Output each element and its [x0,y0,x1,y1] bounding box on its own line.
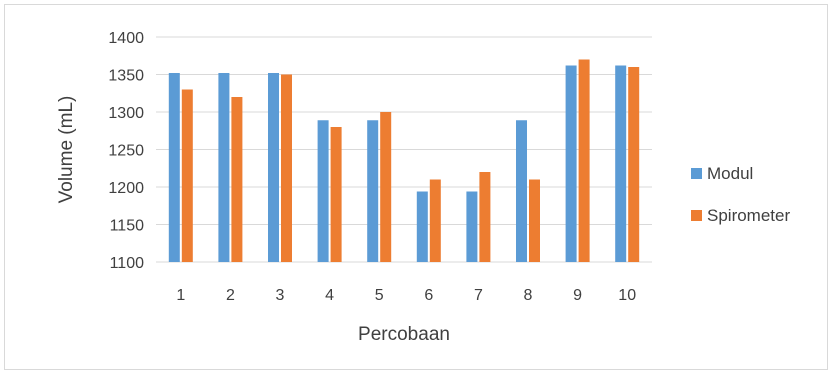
bar-modul-9 [565,65,577,262]
bar-spirometer-7 [479,172,491,262]
bar-spirometer-1 [181,89,193,262]
x-axis-title: Percobaan [358,324,450,345]
legend-swatch-spirometer [691,210,702,221]
y-tick-label: 1300 [108,105,144,122]
x-tick-label: 1 [176,287,185,304]
x-tick-label: 4 [325,287,334,304]
x-tick-label: 9 [573,287,582,304]
bar-spirometer-5 [380,112,392,262]
bar-spirometer-8 [529,179,540,262]
x-tick-label: 6 [424,287,433,304]
y-tick-label: 1100 [110,255,145,272]
x-tick-labels: 1 2 3 4 5 6 7 8 9 10 [176,287,636,304]
y-tick-labels: 1100 1150 1200 1250 1300 1350 1400 [108,30,144,272]
y-tick-label: 1150 [110,218,145,235]
bar-modul-4 [317,120,329,262]
x-tick-label: 10 [618,287,636,304]
legend-label-modul: Modul [707,164,753,183]
bar-modul-7 [466,191,478,262]
bar-spirometer-3 [281,74,292,262]
gridlines [156,36,652,263]
bar-modul-6 [416,191,428,262]
bar-spirometer-9 [578,59,590,262]
bar-modul-5 [367,120,379,262]
y-tick-label: 1200 [108,180,144,197]
y-axis-title: Volume (mL) [56,96,77,204]
x-tick-label: 3 [276,287,285,304]
bar-modul-1 [168,73,180,262]
bar-modul-2 [218,73,230,262]
legend-swatch-modul [691,168,702,179]
y-tick-label: 1250 [108,143,144,160]
legend: Modul Spirometer [691,164,790,225]
bar-spirometer-10 [628,67,640,262]
bar-spirometer-4 [330,127,342,262]
bar-modul-8 [516,120,527,262]
bar-modul-10 [615,65,627,262]
bars [168,59,640,262]
y-tick-label: 1350 [108,68,144,85]
bar-modul-3 [268,73,279,262]
bar-spirometer-6 [429,179,441,262]
legend-label-spirometer: Spirometer [707,206,790,225]
x-tick-label: 2 [226,287,235,304]
y-tick-label: 1400 [108,30,144,47]
x-tick-label: 5 [375,287,384,304]
x-tick-label: 8 [524,287,533,304]
bar-spirometer-2 [231,97,243,262]
x-tick-label: 7 [474,287,483,304]
